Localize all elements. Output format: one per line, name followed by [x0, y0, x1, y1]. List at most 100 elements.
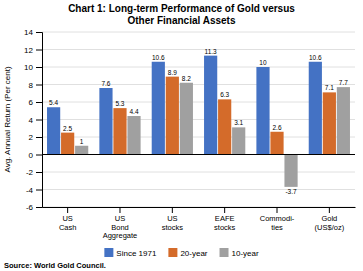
x-tick-label: EAFEstocks [214, 214, 236, 231]
y-axis-title: Avg. Annual Return (Per cent) [3, 66, 12, 172]
y-tick: -6 [26, 203, 42, 212]
y-tick: -2 [26, 168, 42, 177]
y-tick: -4 [26, 186, 42, 195]
y-tick-label: 12 [24, 46, 33, 55]
title: Chart 1: Long-term Performance of Gold v… [68, 3, 295, 26]
y-tick-mark [36, 85, 42, 86]
y-tick-mark [36, 50, 42, 51]
x-tick: USstocks [162, 207, 184, 232]
data-label: 11.3 [205, 48, 218, 55]
data-label: 5.3 [115, 100, 124, 107]
data-label: -3.7 [285, 188, 297, 195]
data-label: 8.2 [182, 75, 191, 82]
data-label: 5.4 [49, 99, 58, 106]
y-tick-mark [36, 137, 42, 138]
y-tick-label: 10 [24, 63, 33, 72]
legend-item: 20-year [168, 248, 207, 258]
bar [75, 146, 88, 155]
data-label: 3.1 [234, 119, 243, 126]
legend-label: Since 1971 [116, 249, 157, 258]
grid-line [42, 32, 355, 33]
grid-line [42, 67, 355, 68]
x-tick: EAFEstocks [214, 207, 236, 232]
grid-line [42, 102, 355, 103]
y-tick: 10 [24, 63, 42, 72]
legend-label: 10-year [232, 249, 259, 258]
bar [47, 107, 60, 154]
bar [270, 132, 283, 155]
x-tick: Commodi-ties [260, 207, 295, 232]
y-tick-label: 14 [24, 28, 33, 37]
x-tick-label: USstocks [162, 214, 184, 231]
plot: -6-4-202468101214USCashUSBondAggregateUS… [24, 28, 355, 240]
y-tick-mark [36, 32, 42, 33]
x-tick-label: USBondAggregate [103, 214, 138, 240]
data-label: 1 [80, 138, 84, 145]
x-tick-mark [329, 207, 330, 213]
data-label: 6.3 [220, 91, 229, 98]
bar [99, 88, 112, 155]
legend: Since 1971 20-year 10-year [104, 248, 259, 258]
x-axis: USCash USBondAggregate USstocks EAFEstocks C… [43, 207, 356, 240]
x-tick: USBondAggregate [103, 207, 138, 240]
data-label: 8.9 [168, 69, 177, 76]
data-label: 2.5 [63, 125, 72, 132]
y-tick: 2 [29, 133, 42, 142]
legend-swatch [104, 248, 113, 257]
bar [166, 77, 179, 155]
x-tick-mark [277, 207, 278, 213]
y-tick-label: 4 [29, 116, 34, 125]
grid-line [42, 137, 355, 138]
y-tick: 4 [29, 116, 42, 125]
source: Source: World Gold Council. [4, 261, 106, 270]
y-tick-mark [36, 120, 42, 121]
y-tick-label: 2 [29, 133, 34, 142]
data-label: 7.1 [325, 84, 334, 91]
grid-line [42, 189, 355, 190]
grid-line [42, 172, 355, 173]
y-tick-label: -6 [26, 203, 34, 212]
legend-swatch [220, 248, 229, 257]
bar [284, 155, 297, 187]
bar [323, 92, 336, 154]
y-tick-mark [36, 67, 42, 68]
data-label: 2.6 [272, 124, 281, 131]
data-label: 10 [259, 59, 267, 66]
y-tick-mark [36, 172, 42, 173]
x-tick: USCash [59, 207, 77, 232]
y-tick-label: -2 [26, 168, 34, 177]
y-tick: 0 [29, 151, 42, 160]
y-tick-mark [36, 207, 42, 208]
x-tick-label: USCash [59, 214, 77, 231]
x-tick-label: Commodi-ties [260, 214, 295, 231]
y-tick: 14 [24, 28, 42, 37]
bar [61, 133, 74, 155]
grid-line [42, 119, 355, 120]
y-tick: 12 [24, 46, 42, 55]
chart: Chart 1: Long-term Performance of Gold v… [0, 0, 363, 271]
bar [180, 83, 193, 155]
data-label: 4.4 [129, 108, 138, 115]
y-tick-label: 6 [29, 98, 34, 107]
grid-line [42, 84, 355, 85]
data-label: 7.7 [339, 79, 348, 86]
data-label: 7.6 [101, 80, 110, 87]
legend-item: 10-year [220, 248, 259, 258]
y-axis: -6-4-202468101214 [24, 28, 42, 212]
x-tick-mark [224, 207, 225, 213]
grid [42, 32, 355, 207]
data-labels: 5.4 7.6 10.6 11.3 10 10.6 2.5 5.3 8.9 6.3 2.6 7.1 1 4… [49, 48, 348, 195]
data-label: 10.6 [309, 54, 322, 61]
y-axis-line [36, 33, 43, 208]
grid-line [42, 207, 355, 208]
y-tick-label: 0 [29, 151, 34, 160]
data-label: 10.6 [152, 54, 165, 61]
y-tick: 6 [29, 98, 42, 107]
bar [113, 108, 126, 154]
grid-line [42, 49, 355, 50]
zero-line [42, 154, 355, 155]
x-tick-mark [67, 207, 68, 213]
bar [337, 87, 350, 154]
legend-label: 20-year [180, 249, 207, 258]
y-tick-label: -4 [26, 186, 34, 195]
